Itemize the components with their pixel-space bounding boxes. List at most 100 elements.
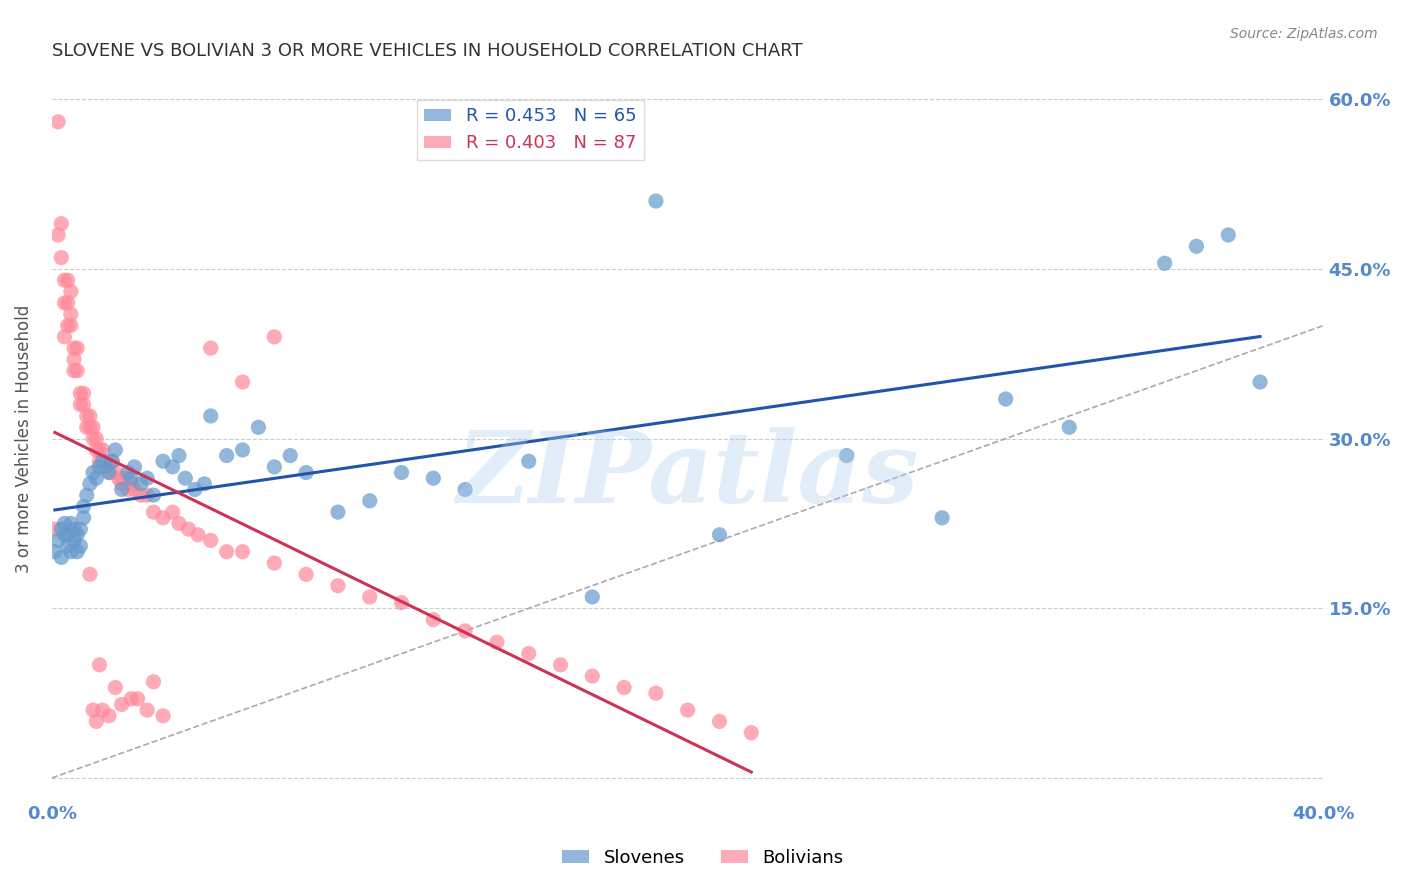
Slovenes (422, 471, 444, 485)
Bolivians (517, 647, 540, 661)
Bolivians (53, 330, 76, 344)
Bolivians (359, 590, 381, 604)
Bolivians (53, 273, 76, 287)
Slovenes (517, 454, 540, 468)
Bolivians (79, 420, 101, 434)
Bolivians (89, 442, 111, 457)
Slovenes (709, 528, 731, 542)
Text: SLOVENE VS BOLIVIAN 3 OR MORE VEHICLES IN HOUSEHOLD CORRELATION CHART: SLOVENE VS BOLIVIAN 3 OR MORE VEHICLES I… (52, 42, 803, 60)
Bolivians (69, 398, 91, 412)
Text: Source: ZipAtlas.com: Source: ZipAtlas.com (1230, 27, 1378, 41)
Slovenes (278, 449, 301, 463)
Bolivians (136, 488, 159, 502)
Slovenes (263, 459, 285, 474)
Bolivians (124, 483, 146, 497)
Bolivians (142, 674, 165, 689)
Bolivians (76, 409, 98, 423)
Bolivians (69, 386, 91, 401)
Slovenes (89, 459, 111, 474)
Bolivians (56, 273, 79, 287)
Slovenes (76, 488, 98, 502)
Bolivians (111, 476, 134, 491)
Slovenes (63, 522, 86, 536)
Bolivians (263, 556, 285, 570)
Bolivians (98, 708, 121, 723)
Slovenes (167, 449, 190, 463)
Bolivians (581, 669, 603, 683)
Bolivians (107, 471, 129, 485)
Slovenes (98, 466, 121, 480)
Bolivians (104, 466, 127, 480)
Slovenes (136, 471, 159, 485)
Bolivians (142, 505, 165, 519)
Bolivians (162, 505, 184, 519)
Slovenes (91, 454, 114, 468)
Bolivians (104, 681, 127, 695)
Bolivians (326, 579, 349, 593)
Slovenes (391, 466, 413, 480)
Legend: R = 0.453   N = 65, R = 0.403   N = 87: R = 0.453 N = 65, R = 0.403 N = 87 (418, 100, 644, 160)
Bolivians (295, 567, 318, 582)
Slovenes (931, 510, 953, 524)
Bolivians (136, 703, 159, 717)
Bolivians (152, 510, 174, 524)
Bolivians (84, 714, 107, 729)
Bolivians (177, 522, 200, 536)
Slovenes (1249, 375, 1271, 389)
Bolivians (644, 686, 666, 700)
Slovenes (231, 442, 253, 457)
Bolivians (263, 330, 285, 344)
Slovenes (111, 483, 134, 497)
Slovenes (82, 466, 104, 480)
Bolivians (187, 528, 209, 542)
Slovenes (215, 449, 238, 463)
Bolivians (127, 691, 149, 706)
Y-axis label: 3 or more Vehicles in Household: 3 or more Vehicles in Household (15, 304, 32, 573)
Bolivians (129, 488, 152, 502)
Bolivians (98, 466, 121, 480)
Bolivians (117, 483, 139, 497)
Slovenes (72, 510, 94, 524)
Legend: Slovenes, Bolivians: Slovenes, Bolivians (555, 842, 851, 874)
Bolivians (63, 341, 86, 355)
Bolivians (231, 545, 253, 559)
Slovenes (152, 454, 174, 468)
Slovenes (51, 522, 73, 536)
Slovenes (162, 459, 184, 474)
Slovenes (326, 505, 349, 519)
Slovenes (581, 590, 603, 604)
Bolivians (56, 318, 79, 333)
Slovenes (117, 466, 139, 480)
Slovenes (72, 500, 94, 514)
Bolivians (89, 454, 111, 468)
Bolivians (676, 703, 699, 717)
Slovenes (104, 442, 127, 457)
Bolivians (59, 318, 82, 333)
Slovenes (59, 545, 82, 559)
Slovenes (84, 471, 107, 485)
Bolivians (91, 442, 114, 457)
Bolivians (82, 432, 104, 446)
Slovenes (193, 476, 215, 491)
Slovenes (69, 522, 91, 536)
Bolivians (231, 375, 253, 389)
Bolivians (46, 227, 69, 242)
Slovenes (66, 545, 89, 559)
Bolivians (84, 442, 107, 457)
Bolivians (72, 398, 94, 412)
Slovenes (1057, 420, 1080, 434)
Bolivians (46, 115, 69, 129)
Bolivians (44, 522, 66, 536)
Slovenes (295, 466, 318, 480)
Bolivians (59, 285, 82, 299)
Slovenes (129, 476, 152, 491)
Bolivians (152, 708, 174, 723)
Slovenes (79, 476, 101, 491)
Slovenes (994, 392, 1017, 406)
Bolivians (91, 703, 114, 717)
Slovenes (142, 488, 165, 502)
Slovenes (63, 533, 86, 548)
Slovenes (56, 528, 79, 542)
Bolivians (94, 454, 117, 468)
Bolivians (63, 364, 86, 378)
